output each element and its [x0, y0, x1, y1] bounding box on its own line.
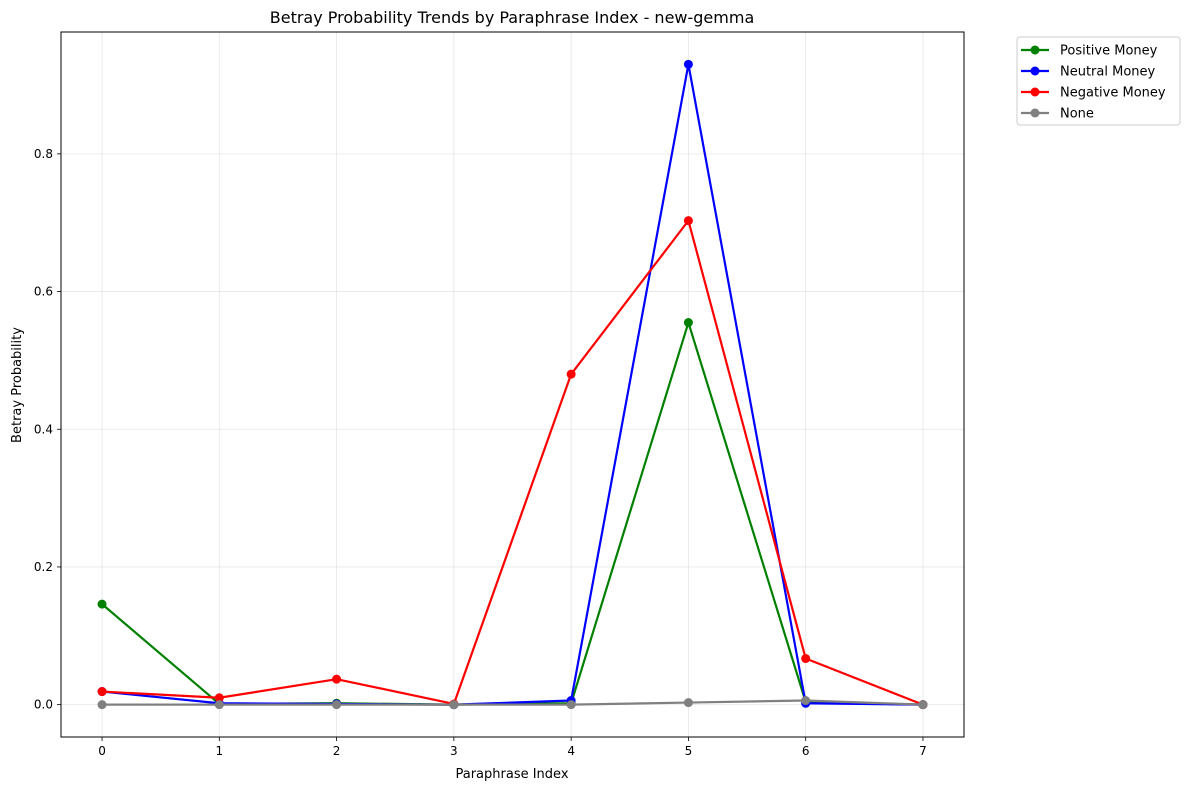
- data-point-none: [214, 700, 224, 710]
- x-tick-label: 1: [215, 744, 223, 758]
- data-point-neutral-money: [683, 59, 693, 69]
- plot-series: [97, 59, 928, 710]
- legend-swatch-marker: [1030, 108, 1040, 118]
- series-line-positive-money: [101, 321, 923, 706]
- plot-frame: [60, 31, 965, 738]
- y-tick-label: 0.4: [34, 422, 53, 436]
- series-none: [97, 696, 928, 710]
- y-axis-label: Betray Probability: [10, 327, 25, 443]
- data-point-negative-money: [214, 693, 224, 703]
- legend-swatch-marker: [1030, 87, 1040, 97]
- data-point-negative-money: [97, 687, 107, 697]
- data-point-none: [97, 700, 107, 710]
- series-neutral-money: [97, 59, 928, 710]
- x-tick-label: 4: [567, 744, 575, 758]
- legend-swatch-marker: [1030, 45, 1040, 55]
- legend-item-neutral-money: Neutral Money: [1021, 65, 1156, 80]
- data-point-negative-money: [683, 216, 693, 226]
- x-tick-label: 7: [919, 744, 927, 758]
- series-line-negative-money: [101, 219, 924, 706]
- data-point-negative-money: [801, 654, 811, 664]
- data-point-none: [332, 700, 342, 710]
- legend-label: None: [1060, 107, 1094, 122]
- y-tick-label: 0.6: [34, 285, 53, 299]
- data-point-none: [566, 700, 576, 710]
- legend-swatch-marker: [1030, 66, 1040, 76]
- data-point-none: [683, 698, 693, 708]
- legend-item-none: None: [1021, 107, 1094, 122]
- data-point-positive-money: [683, 318, 693, 328]
- axes: 0 1 2 3 4 5 6 7 0.0 0.2 0.4 0.6 0.8: [34, 147, 927, 758]
- y-tick-label: 0.8: [34, 147, 53, 161]
- series-negative-money: [97, 216, 928, 710]
- legend-label: Negative Money: [1060, 86, 1166, 101]
- x-tick-label: 5: [685, 744, 693, 758]
- data-point-none: [801, 696, 811, 706]
- chart-title: Betray Probability Trends by Paraphrase …: [270, 8, 755, 27]
- y-tick-label: 0.0: [34, 698, 53, 712]
- data-point-none: [449, 700, 459, 710]
- x-tick-label: 2: [333, 744, 341, 758]
- data-point-negative-money: [566, 369, 576, 379]
- x-tick-label: 3: [450, 744, 458, 758]
- x-axis-label: Paraphrase Index: [455, 767, 568, 782]
- legend-item-negative-money: Negative Money: [1021, 86, 1166, 101]
- legend-item-positive-money: Positive Money: [1021, 44, 1158, 59]
- x-tick-label: 6: [802, 744, 810, 758]
- x-tick-label: 0: [98, 744, 106, 758]
- data-point-negative-money: [332, 674, 342, 684]
- data-point-none: [918, 700, 928, 710]
- series-line-none: [102, 699, 923, 706]
- series-line-neutral-money: [101, 63, 923, 706]
- grid: [61, 32, 964, 737]
- legend-frame: [1016, 36, 1181, 126]
- legend-label: Positive Money: [1060, 44, 1158, 59]
- y-tick-label: 0.2: [34, 560, 53, 574]
- legend: Positive Money Neutral Money Negative Mone…: [1016, 36, 1181, 126]
- data-point-positive-money: [97, 599, 107, 609]
- legend-label: Neutral Money: [1060, 65, 1156, 80]
